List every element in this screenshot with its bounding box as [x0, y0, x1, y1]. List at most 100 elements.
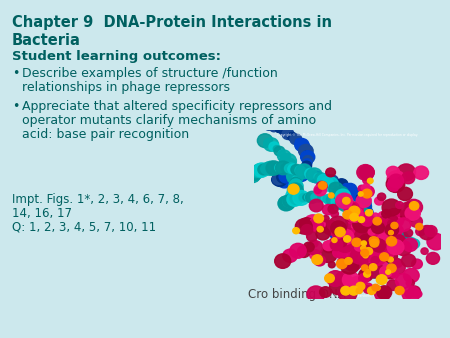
Circle shape: [363, 215, 370, 222]
Circle shape: [370, 239, 379, 247]
Circle shape: [356, 194, 364, 201]
Circle shape: [356, 282, 365, 290]
Circle shape: [343, 200, 356, 212]
Circle shape: [261, 162, 276, 175]
Circle shape: [371, 239, 385, 252]
Circle shape: [349, 221, 358, 230]
Circle shape: [272, 173, 285, 185]
Circle shape: [246, 169, 260, 182]
Circle shape: [281, 196, 294, 208]
Circle shape: [380, 266, 392, 277]
Circle shape: [353, 219, 368, 232]
Circle shape: [344, 230, 357, 242]
Circle shape: [247, 166, 262, 180]
Circle shape: [347, 228, 363, 242]
Circle shape: [276, 173, 287, 183]
Circle shape: [351, 189, 364, 201]
Circle shape: [346, 213, 360, 225]
Circle shape: [390, 232, 397, 239]
Circle shape: [336, 231, 343, 238]
Circle shape: [336, 236, 354, 252]
Circle shape: [341, 236, 351, 244]
Circle shape: [384, 268, 396, 279]
Circle shape: [325, 274, 334, 283]
Circle shape: [329, 279, 347, 295]
Circle shape: [341, 286, 351, 295]
Circle shape: [350, 188, 358, 195]
Circle shape: [282, 129, 294, 140]
Circle shape: [344, 236, 351, 242]
Circle shape: [272, 174, 284, 186]
Circle shape: [368, 229, 375, 235]
Circle shape: [379, 250, 387, 258]
Circle shape: [298, 142, 310, 154]
Circle shape: [377, 286, 392, 299]
Circle shape: [303, 242, 314, 252]
Circle shape: [349, 286, 359, 295]
Circle shape: [275, 163, 285, 172]
Circle shape: [302, 224, 313, 235]
Circle shape: [360, 212, 375, 225]
Circle shape: [376, 275, 387, 285]
Circle shape: [378, 251, 388, 261]
Circle shape: [385, 209, 402, 225]
Circle shape: [325, 242, 334, 250]
Circle shape: [328, 204, 338, 214]
Circle shape: [255, 168, 262, 174]
Circle shape: [334, 187, 343, 195]
Circle shape: [410, 216, 423, 227]
Circle shape: [342, 235, 351, 243]
Circle shape: [344, 184, 357, 195]
Circle shape: [366, 220, 380, 233]
Circle shape: [288, 175, 296, 183]
Circle shape: [292, 171, 302, 182]
Circle shape: [293, 191, 309, 205]
Circle shape: [361, 214, 374, 226]
Circle shape: [368, 249, 386, 265]
Circle shape: [351, 247, 369, 264]
Circle shape: [303, 159, 312, 167]
Circle shape: [314, 185, 327, 196]
Circle shape: [348, 231, 355, 237]
Circle shape: [282, 200, 290, 208]
Circle shape: [391, 271, 398, 278]
Circle shape: [346, 220, 364, 236]
Circle shape: [373, 217, 381, 225]
Circle shape: [350, 227, 357, 234]
Circle shape: [393, 231, 409, 245]
Circle shape: [396, 218, 411, 231]
Text: Chapter 9  DNA-Protein Interactions in: Chapter 9 DNA-Protein Interactions in: [12, 15, 332, 30]
Circle shape: [287, 163, 295, 170]
Circle shape: [315, 173, 327, 184]
Circle shape: [351, 206, 360, 215]
Circle shape: [330, 239, 343, 250]
Circle shape: [272, 164, 282, 172]
Circle shape: [339, 235, 353, 247]
Circle shape: [279, 196, 294, 210]
Circle shape: [368, 238, 374, 244]
Circle shape: [335, 228, 348, 241]
Circle shape: [330, 183, 337, 190]
Circle shape: [358, 257, 368, 266]
Circle shape: [290, 243, 306, 258]
Circle shape: [303, 194, 310, 200]
Circle shape: [380, 223, 393, 235]
Circle shape: [306, 232, 317, 241]
Circle shape: [339, 227, 354, 240]
Circle shape: [287, 169, 303, 184]
Circle shape: [287, 196, 296, 204]
Circle shape: [249, 170, 258, 178]
Circle shape: [269, 142, 279, 151]
Circle shape: [395, 287, 404, 294]
Circle shape: [359, 273, 369, 283]
Circle shape: [346, 216, 362, 231]
Circle shape: [328, 237, 343, 250]
Circle shape: [393, 235, 405, 246]
Circle shape: [369, 262, 385, 277]
Circle shape: [388, 257, 393, 262]
Circle shape: [288, 184, 299, 194]
Circle shape: [368, 287, 376, 294]
Circle shape: [338, 239, 347, 247]
Circle shape: [416, 223, 423, 230]
Circle shape: [258, 164, 270, 175]
